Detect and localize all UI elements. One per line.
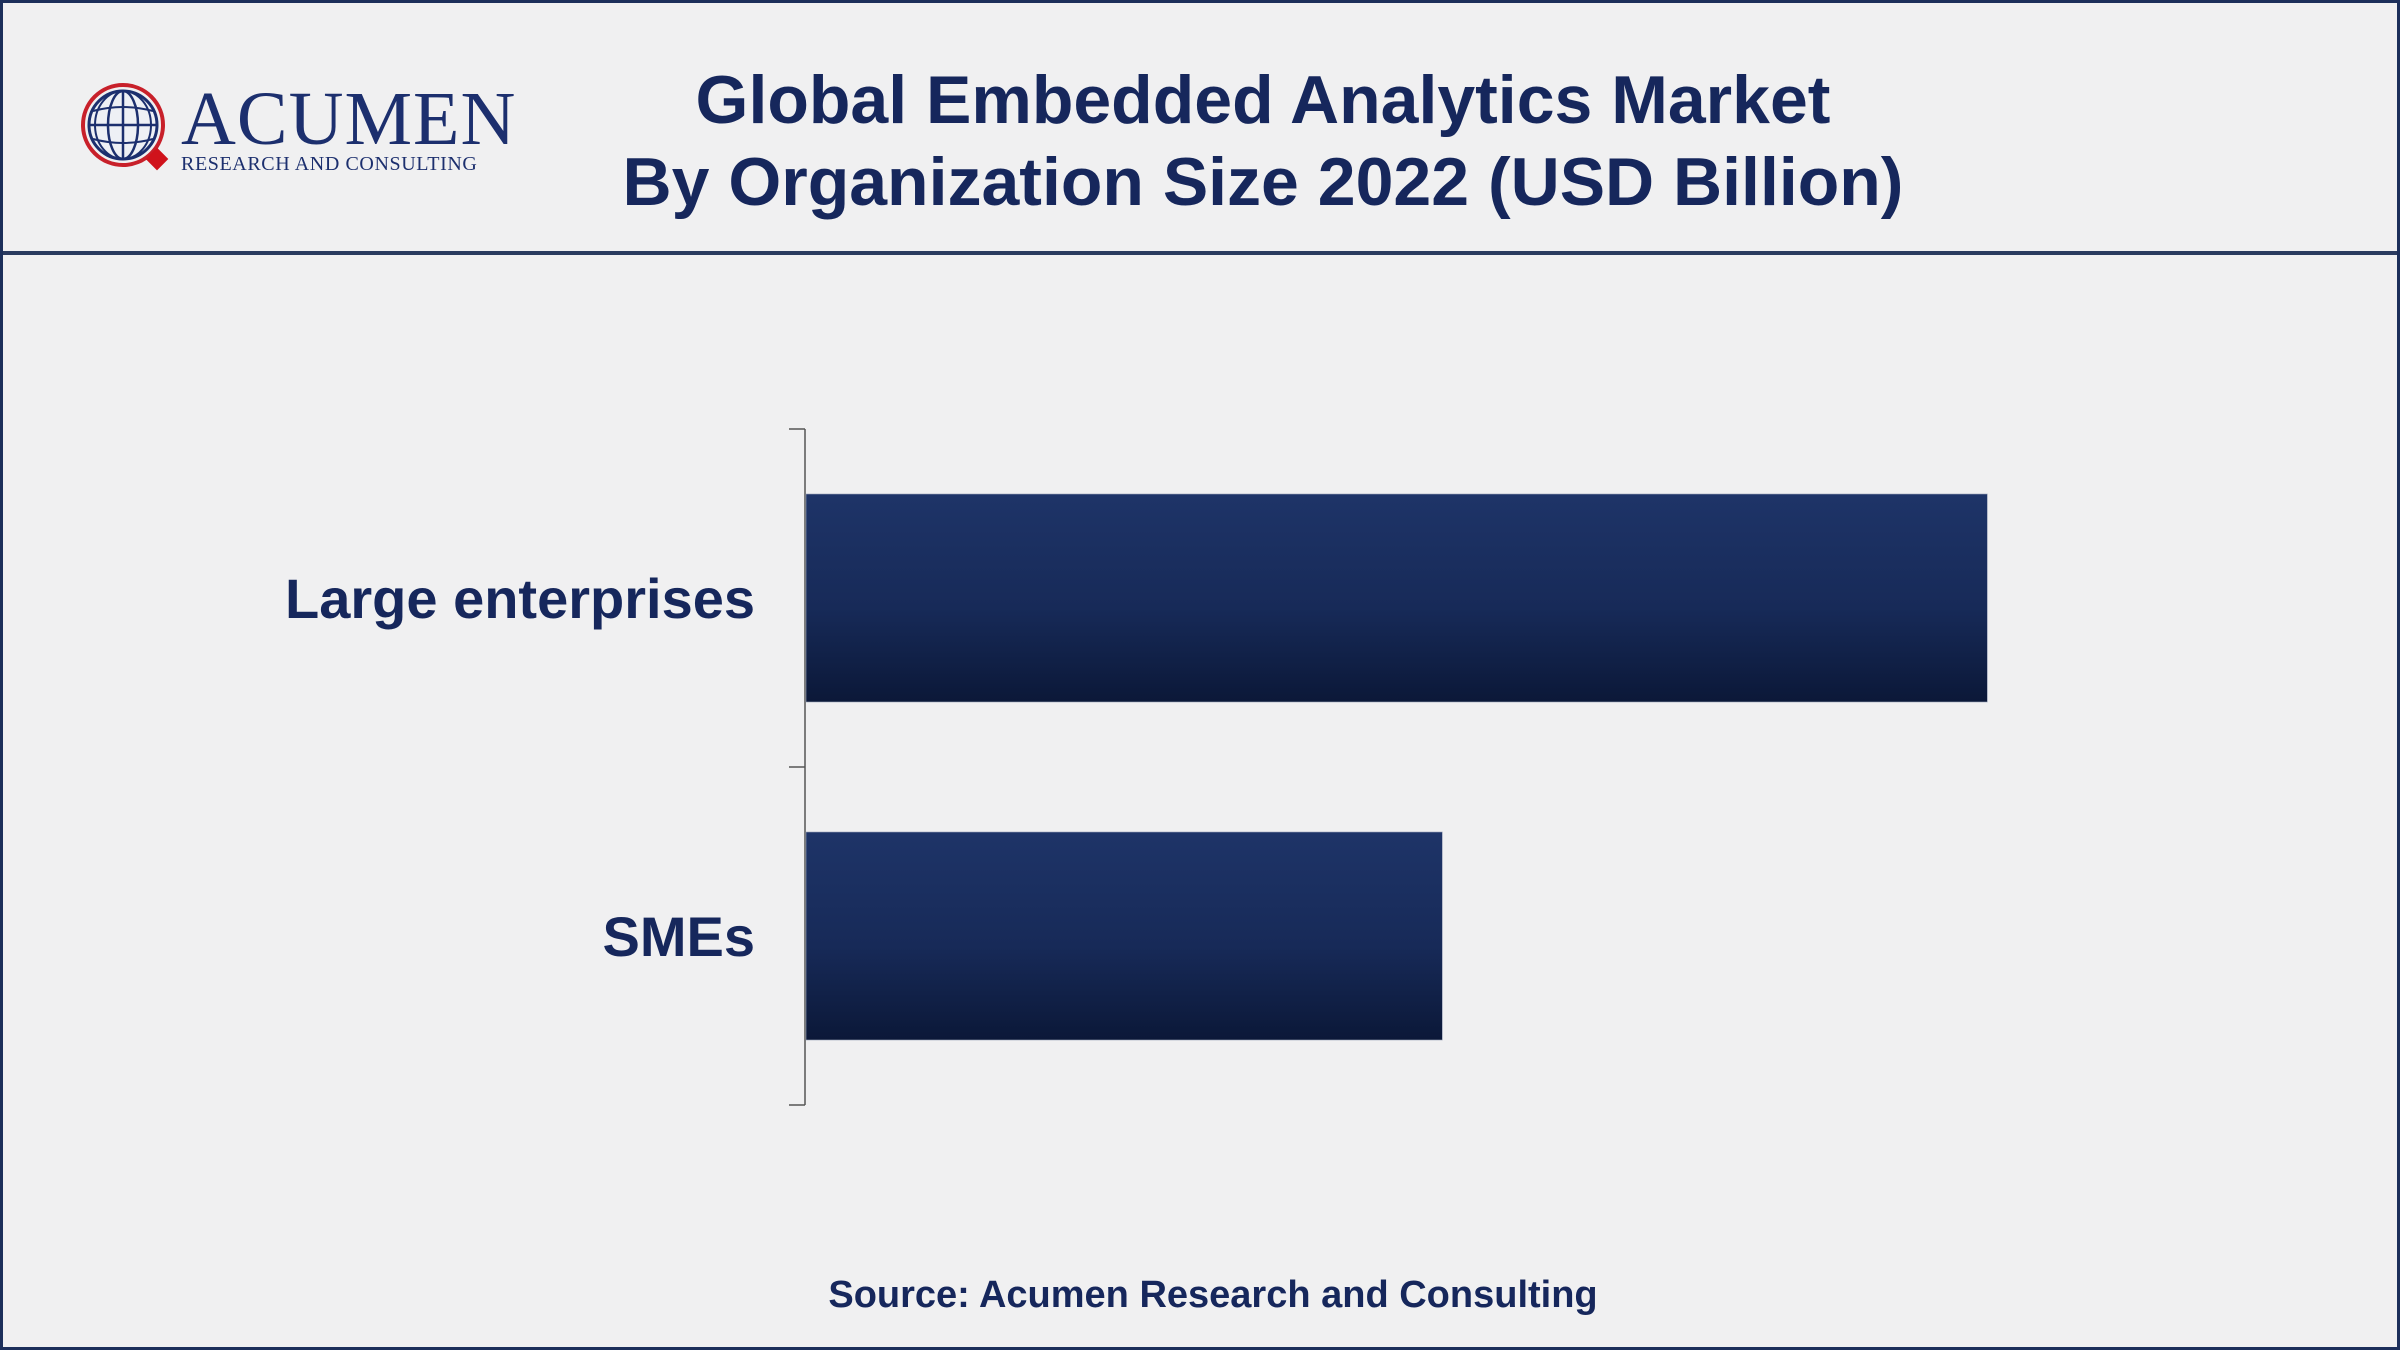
chart-title-line2: By Organization Size 2022 (USD Billion): [622, 144, 1904, 220]
category-label: SMEs: [603, 905, 756, 968]
source-note: Source: Acumen Research and Consulting: [828, 1274, 1598, 1316]
logo-tagline: RESEARCH AND CONSULTING: [181, 153, 478, 175]
globe-icon: [81, 83, 169, 171]
logo-name: ACUMEN: [181, 77, 517, 161]
category-label: Large enterprises: [285, 567, 755, 630]
chart-title-line1: Global Embedded Analytics Market: [695, 62, 1831, 138]
bar-chart: Large enterprises SMEs: [285, 428, 1988, 1106]
bar-smes: [805, 831, 1443, 1041]
brand-logo: ACUMEN RESEARCH AND CONSULTING: [77, 77, 515, 177]
chart-title: Global Embedded Analytics Market By Orga…: [483, 59, 2043, 223]
bar-large-enterprises: [805, 493, 1988, 703]
header: ACUMEN RESEARCH AND CONSULTING Global Em…: [3, 3, 2397, 255]
